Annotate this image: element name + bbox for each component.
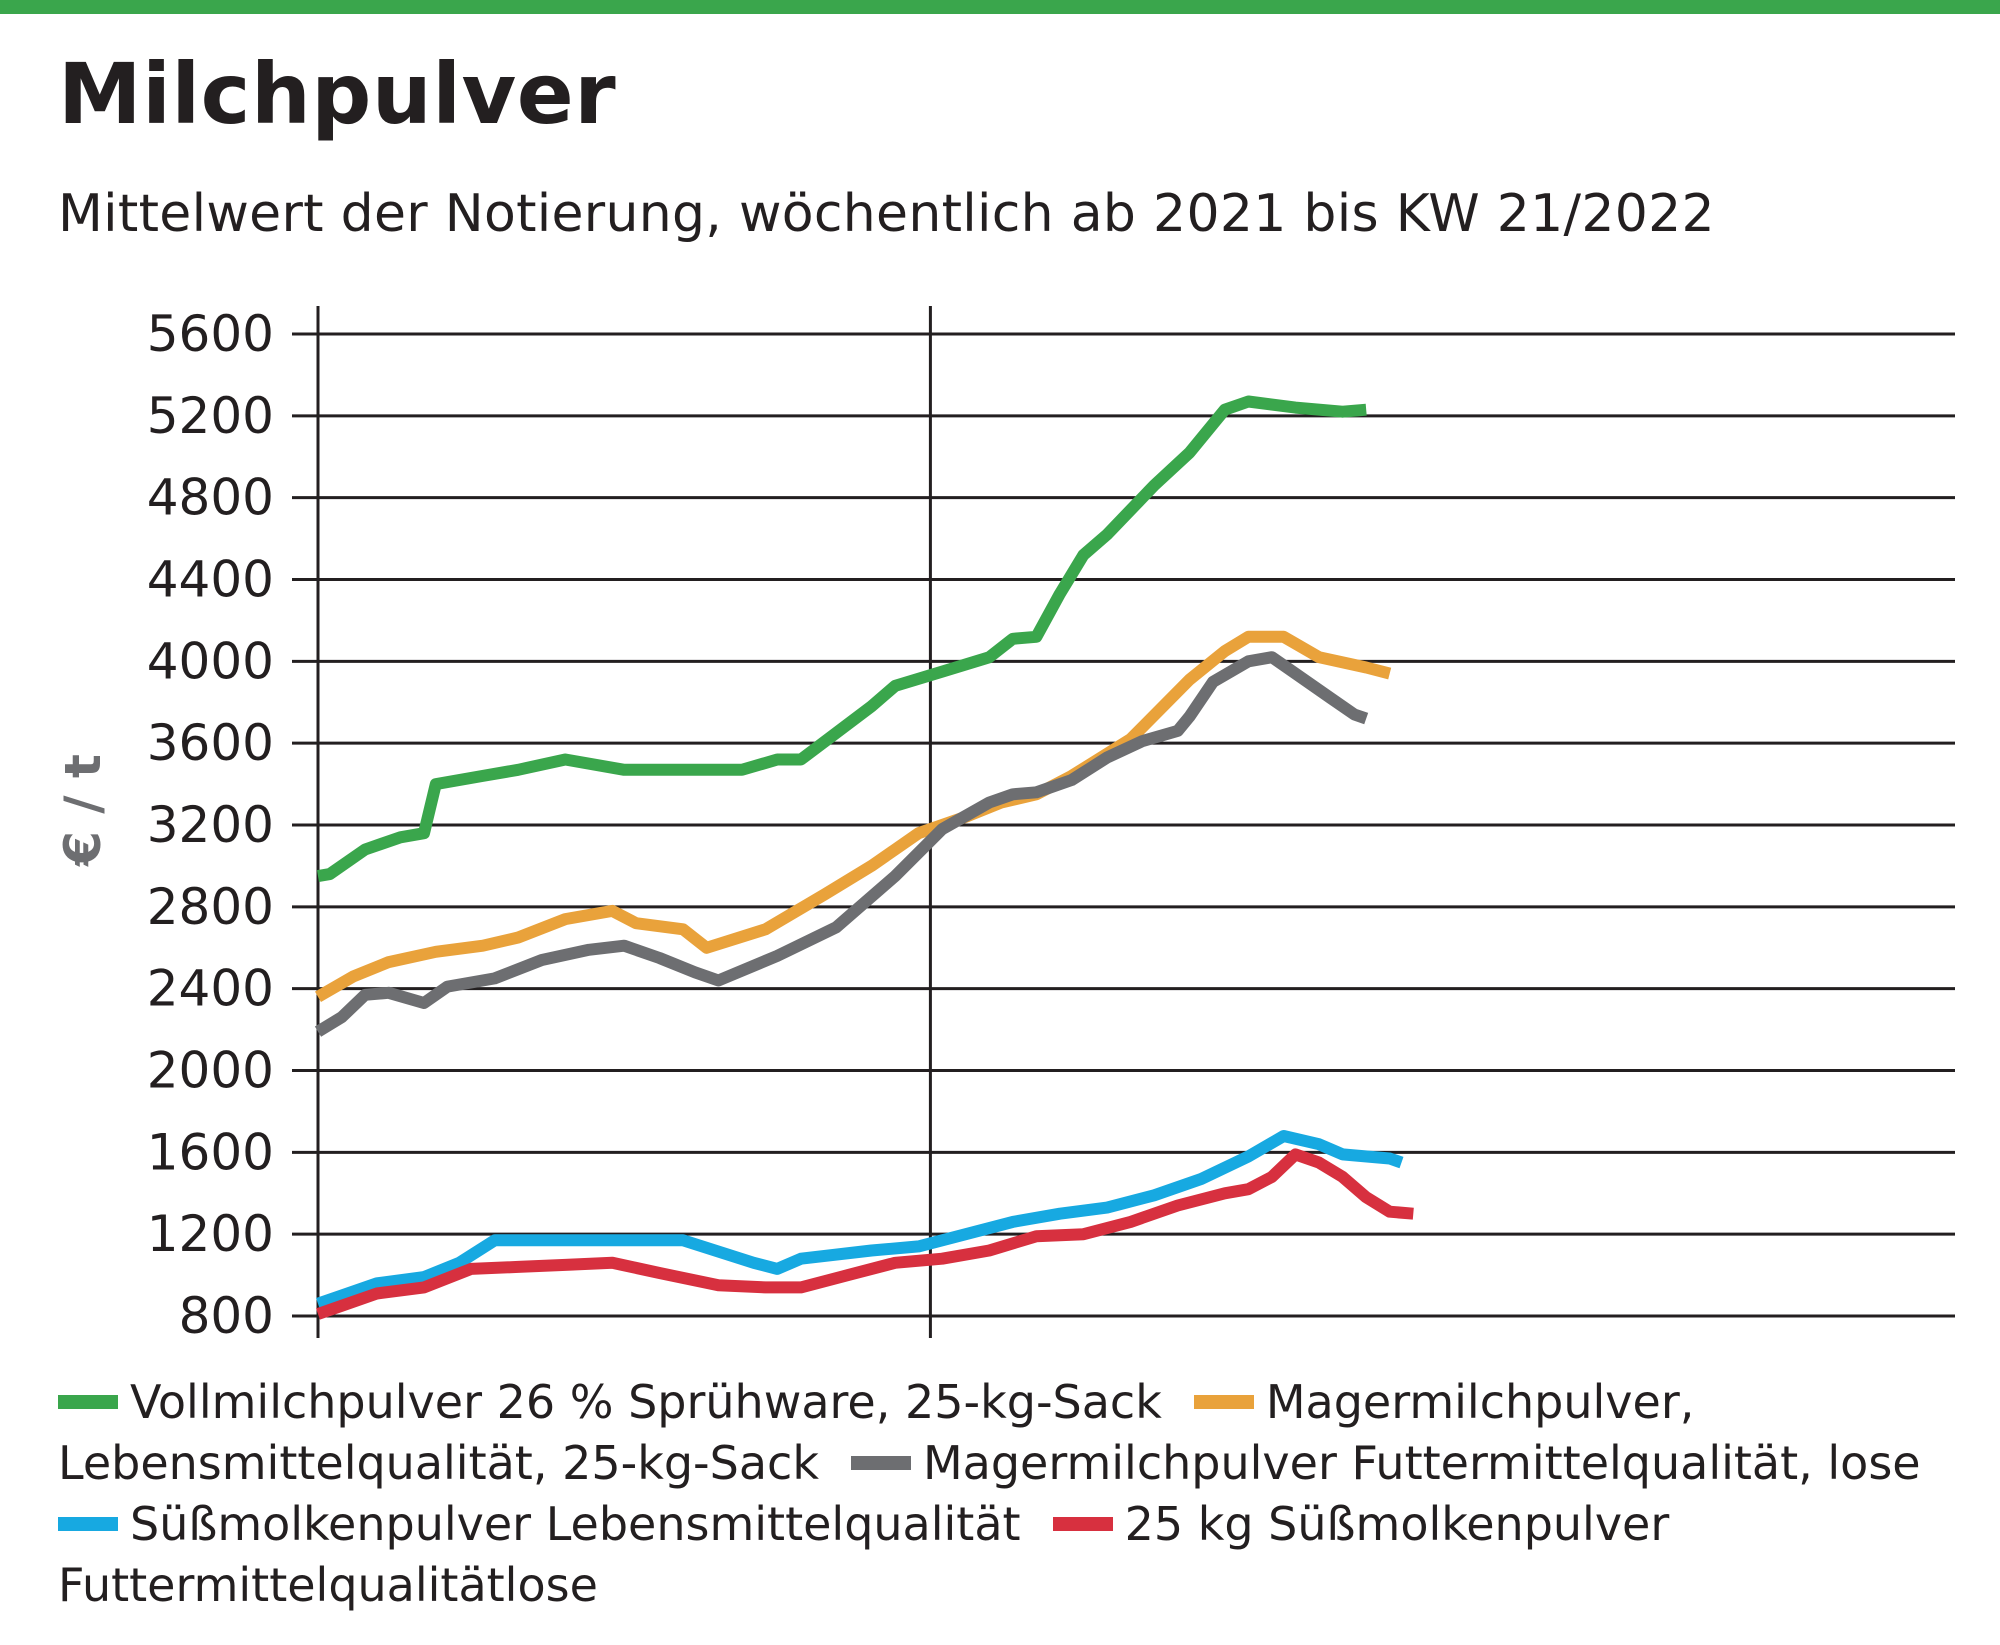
series-line xyxy=(316,1148,1414,1320)
series-line xyxy=(316,1130,1404,1310)
chart-title: Milchpulver xyxy=(58,45,617,143)
legend-item: 25 kg Süßmolkenpulver Futtermittelqualit… xyxy=(58,1497,1669,1612)
y-tick-label: 2800 xyxy=(147,878,274,936)
legend-label: Süßmolkenpulver Lebensmittelqualität xyxy=(130,1497,1021,1551)
legend-swatch xyxy=(1193,1394,1254,1409)
legend: Vollmilchpulver 26 % Sprühware, 25-kg-Sa… xyxy=(58,1372,1958,1616)
legend-item: Magermilchpulver Futtermittelqualität, l… xyxy=(850,1436,1921,1490)
legend-swatch xyxy=(58,1394,118,1409)
grid-lines xyxy=(292,332,1955,1318)
y-axis-label: € / t xyxy=(54,754,112,867)
y-tick-labels: 5600 5200 4800 4400 4000 3600 3200 2800 2400 2000… xyxy=(147,305,274,1345)
legend-swatch xyxy=(850,1455,911,1470)
legend-label: 25 kg Süßmolkenpulver Futtermittelqualit… xyxy=(58,1497,1670,1612)
y-tick-label: 2400 xyxy=(147,960,274,1018)
legend-item: Süßmolkenpulver Lebensmittelqualität xyxy=(58,1497,1021,1551)
y-tick-label: 3600 xyxy=(147,714,274,772)
y-tick-label: 1200 xyxy=(147,1205,274,1263)
series-lines xyxy=(314,395,1414,1320)
y-tick-label: 1600 xyxy=(147,1123,274,1181)
top-accent-bar xyxy=(0,0,2000,14)
y-tick-label: 800 xyxy=(179,1287,274,1345)
legend-swatch xyxy=(1052,1516,1113,1531)
y-tick-label: 4000 xyxy=(147,632,274,690)
y-tick-label: 3200 xyxy=(147,796,274,854)
y-tick-label: 2000 xyxy=(147,1042,274,1100)
y-tick-label: 5600 xyxy=(147,305,274,363)
chart-subtitle: Mittelwert der Notierung, wöchentlich ab… xyxy=(58,184,1715,244)
axes xyxy=(316,306,932,1338)
legend-label: Magermilchpulver Futtermittelqualität, l… xyxy=(922,1436,1921,1490)
series-line xyxy=(314,651,1369,1037)
legend-label: Vollmilchpulver 26 % Sprühware, 25-kg-Sa… xyxy=(130,1375,1162,1429)
legend-swatch xyxy=(58,1516,118,1531)
legend-item: Vollmilchpulver 26 % Sprühware, 25-kg-Sa… xyxy=(58,1375,1162,1429)
line-chart: 5600 5200 4800 4400 4000 3600 3200 2800 2400 2000… xyxy=(54,305,1955,1345)
legend-item: Magermilchpulver, Lebensmittelqualität, … xyxy=(58,1375,1694,1490)
series-line xyxy=(316,395,1367,883)
y-tick-label: 4400 xyxy=(147,551,274,609)
y-tick-label: 5200 xyxy=(147,387,274,445)
series-line xyxy=(314,630,1392,1002)
y-tick-label: 4800 xyxy=(147,469,274,527)
legend-label: Magermilchpulver, Lebensmittelqualität, … xyxy=(58,1375,1695,1490)
